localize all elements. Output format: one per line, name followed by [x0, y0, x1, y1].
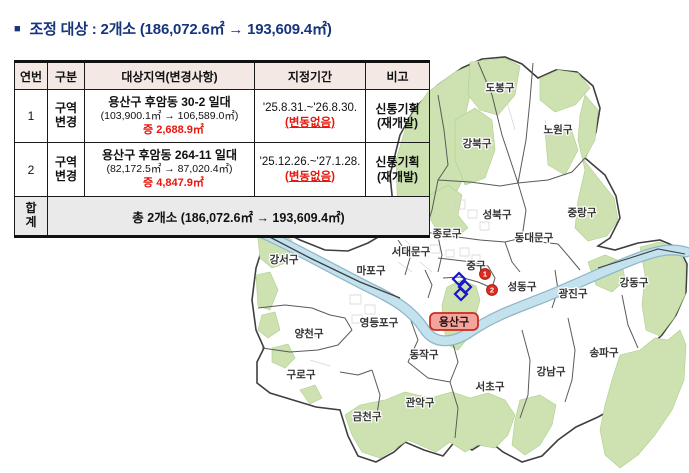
- area-increase: 증 2,688.9㎡: [143, 123, 204, 136]
- page-title: ■ 조정 대상 : 2개소 (186,072.6㎡ → 193,609.4㎡): [14, 18, 474, 39]
- col-header-category: 구분: [47, 61, 85, 90]
- col-header-no: 연번: [14, 61, 48, 90]
- district-label: 관악구: [406, 396, 435, 409]
- river-boundary-line-east: [597, 248, 686, 269]
- cell-area: 용산구 후암동 264-11 일대 (82,172.5㎡ → 87,020.4㎡…: [84, 142, 255, 197]
- district-label: 강남구: [537, 365, 566, 378]
- district-label: 중랑구: [568, 207, 597, 219]
- period-range: '25.12.26.~'27.1.28.: [259, 155, 361, 168]
- district-label: 광진구: [559, 287, 588, 300]
- cell-category: 구역 변경: [47, 89, 85, 143]
- area-change: (103,900.1㎡ → 106,589.0㎡): [100, 109, 239, 122]
- period-range: '25.8.31.~'26.8.30.: [262, 102, 358, 114]
- cell-category: 구역 변경: [47, 142, 85, 197]
- district-label: 영등포구: [360, 316, 399, 329]
- district-label: 서대문구: [392, 245, 431, 258]
- district-label: 도봉구: [486, 82, 515, 94]
- table-row: 2 구역 변경 용산구 후암동 264-11 일대 (82,172.5㎡ → 8…: [14, 142, 430, 197]
- note-line: (재개발): [376, 116, 419, 130]
- category-line: 구역: [54, 101, 78, 116]
- diamond-marker-icon: [453, 286, 469, 302]
- table-row: 1 구역 변경 용산구 후암동 30-2 일대 (103,900.1㎡ → 10…: [14, 89, 430, 143]
- page-title-text: 조정 대상 : 2개소 (186,072.6㎡ → 193,609.4㎡): [29, 21, 332, 38]
- col-header-note: 비고: [365, 61, 430, 90]
- district-label: 양천구: [295, 327, 324, 340]
- district-label: 강북구: [463, 137, 492, 150]
- adjustment-table: 연번 구분 대상지역(변경사항) 지정기간 비고 1 구역 변경 용산구 후암동…: [14, 60, 430, 238]
- cell-sum-label: 합 계: [14, 196, 48, 237]
- cell-note: 신통기획 (재개발): [365, 89, 430, 143]
- district-label: 성북구: [483, 208, 512, 221]
- table-footer-row: 합 계 총 2개소 (186,072.6㎡ → 193,609.4㎡): [14, 196, 430, 237]
- note-line: (재개발): [376, 169, 419, 184]
- yongsan-highlight-label: 용산구: [439, 315, 469, 329]
- category-line: 구역: [54, 154, 78, 169]
- district-label: 성동구: [508, 280, 537, 293]
- marker-2-number: 2: [490, 286, 494, 295]
- note-line: 신통기획: [375, 101, 420, 116]
- area-increase: 증 4,847.9㎡: [143, 177, 204, 189]
- district-label: 마포구: [357, 264, 386, 277]
- category-line: 변경: [54, 168, 78, 183]
- district-label: 송파구: [590, 346, 619, 359]
- district-boundary-lines: [257, 61, 639, 439]
- diamond-marker-icon: [451, 271, 467, 287]
- sum-label-line: 합: [25, 201, 37, 216]
- category-line: 변경: [54, 115, 78, 129]
- cell-sum-total: 총 2개소 (186,072.6㎡ → 193,609.4㎡): [47, 196, 430, 237]
- note-line: 신통기획: [375, 155, 420, 170]
- district-label: 금천구: [353, 410, 382, 423]
- marker-1: 1: [479, 268, 491, 280]
- area-name: 용산구 후암동 264-11 일대: [101, 148, 238, 162]
- district-label: 노원구: [544, 123, 573, 136]
- col-header-period: 지정기간: [254, 61, 366, 90]
- yongsan-highlight-box: 용산구: [429, 312, 479, 331]
- district-label: 동대문구: [515, 231, 554, 244]
- cell-no: 1: [14, 89, 48, 143]
- square-bullet-icon: ■: [14, 23, 21, 35]
- city-boundary: [251, 56, 688, 463]
- site-diamond-markers: [451, 271, 473, 302]
- area-name: 용산구 후암동 30-2 일대: [108, 94, 231, 109]
- period-status: (변동없음): [285, 170, 335, 183]
- area-change: (82,172.5㎡ → 87,020.4㎡): [106, 163, 233, 175]
- table-header-row: 연번 구분 대상지역(변경사항) 지정기간 비고: [14, 61, 430, 90]
- district-label: 종로구: [433, 228, 462, 240]
- district-label: 강서구: [270, 253, 299, 266]
- sum-label-line: 계: [25, 215, 37, 229]
- neighborhood-lines: [299, 94, 554, 367]
- marker-2: 2: [486, 284, 498, 296]
- period-status: (변동없음): [285, 117, 335, 129]
- cell-note: 신통기획 (재개발): [365, 142, 430, 197]
- cell-period: '25.12.26.~'27.1.28. (변동없음): [254, 142, 366, 197]
- district-label: 동작구: [410, 348, 439, 361]
- marker-1-number: 1: [483, 270, 487, 279]
- han-river: [257, 228, 689, 345]
- col-header-area: 대상지역(변경사항): [84, 61, 255, 90]
- district-label: 강동구: [620, 276, 649, 289]
- green-areas: [255, 57, 687, 469]
- cell-area: 용산구 후암동 30-2 일대 (103,900.1㎡ → 106,589.0㎡…: [84, 89, 255, 143]
- district-label: 구로구: [287, 369, 316, 381]
- district-label: 서초구: [476, 380, 505, 393]
- cell-no: 2: [14, 142, 48, 197]
- cell-period: '25.8.31.~'26.8.30. (변동없음): [254, 89, 366, 143]
- river-boundary-line: [261, 232, 401, 299]
